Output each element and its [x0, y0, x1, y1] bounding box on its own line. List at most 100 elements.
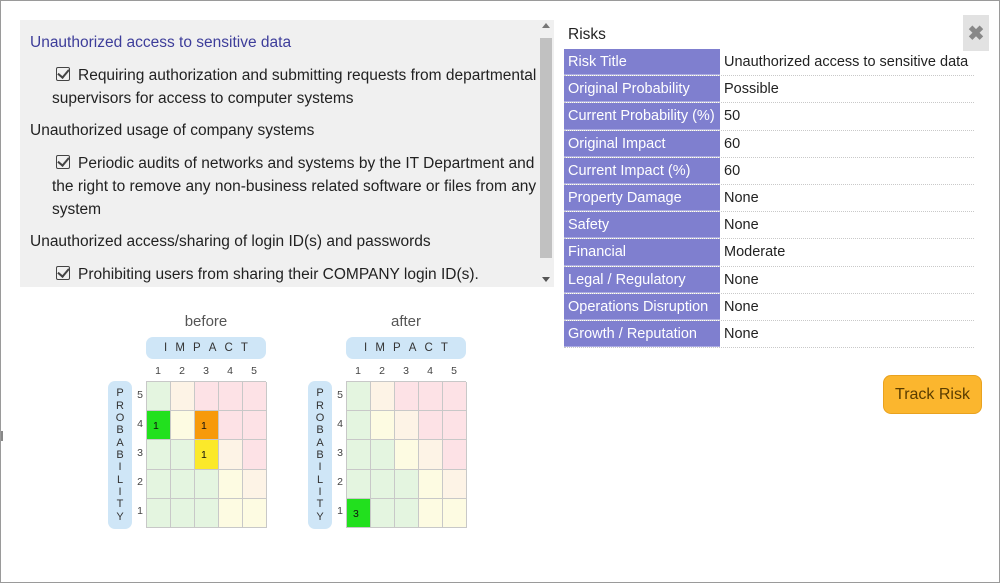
risk-count: 3 [353, 507, 359, 520]
grid-cell[interactable] [147, 382, 171, 412]
grid-cell[interactable] [243, 498, 267, 528]
grid-cell[interactable] [171, 440, 195, 470]
grid-cell[interactable] [171, 469, 195, 499]
detail-value: None [724, 298, 759, 315]
impact-tick: 2 [179, 365, 185, 377]
scroll-down-icon[interactable] [542, 277, 550, 282]
risk-count-cell[interactable]: 1 [195, 440, 219, 470]
probability-scale: 5 4 3 2 1 [334, 381, 346, 526]
grid-cell[interactable] [395, 469, 419, 499]
checkbox-checked-icon[interactable] [56, 266, 70, 280]
grid-cell[interactable] [171, 382, 195, 412]
grid-cell[interactable] [219, 498, 243, 528]
grid-cell[interactable] [243, 411, 267, 441]
grid-cell[interactable] [371, 382, 395, 412]
impact-tick: 1 [155, 365, 161, 377]
grid-cell[interactable] [147, 469, 171, 499]
scroll-up-icon[interactable] [542, 23, 550, 28]
risk-name[interactable]: Unauthorized usage of company systems [30, 122, 315, 139]
mitigation-text: Periodic audits of networks and systems … [52, 155, 537, 218]
grid-cell[interactable] [243, 440, 267, 470]
checkbox-checked-icon[interactable] [56, 155, 70, 169]
grid-cell[interactable] [219, 411, 243, 441]
impact-letter: I [164, 342, 168, 354]
risk-name[interactable]: Unauthorized access to sensitive data [30, 34, 292, 51]
probability-tick: 2 [337, 476, 343, 488]
grid-cell[interactable] [419, 382, 443, 412]
grid-cell[interactable] [419, 469, 443, 499]
probability-letter: Y [316, 510, 324, 523]
grid-cell[interactable] [371, 498, 395, 528]
grid-cell[interactable] [347, 411, 371, 441]
detail-value: 60 [724, 162, 741, 179]
grid-cell[interactable] [371, 411, 395, 441]
detail-label: Original Impact [564, 130, 720, 157]
grid-cell[interactable] [195, 498, 219, 528]
grid-cell[interactable] [419, 411, 443, 441]
probability-letter: I [318, 461, 322, 474]
risk-count-cell[interactable]: 1 [147, 411, 171, 441]
risk-count-cell[interactable]: 3 [347, 498, 371, 528]
grid-cell[interactable] [219, 469, 243, 499]
detail-value: Possible [724, 81, 779, 98]
grid-cell[interactable] [395, 498, 419, 528]
grid-cell[interactable] [347, 440, 371, 470]
grid-cell[interactable] [371, 469, 395, 499]
grid-cell[interactable] [219, 382, 243, 412]
grid-cell[interactable] [171, 498, 195, 528]
grid-cell[interactable] [395, 411, 419, 441]
mitigation-item[interactable]: Requiring authorization and submitting r… [30, 64, 538, 110]
grid-cell[interactable] [443, 498, 467, 528]
matrix-title: after [390, 313, 421, 330]
grid-cell[interactable] [371, 440, 395, 470]
grid-cell[interactable] [147, 498, 171, 528]
detail-value: None [724, 271, 759, 288]
grid-cell[interactable] [195, 469, 219, 499]
risk-mitigation-list[interactable]: Unauthorized access to sensitive data Req… [20, 20, 554, 287]
grid-cell[interactable] [419, 440, 443, 470]
impact-tick: 5 [251, 365, 257, 377]
probability-letter: L [116, 473, 124, 486]
impact-letter: A [208, 342, 217, 354]
grid-cell[interactable] [443, 382, 467, 412]
impact-letter: T [240, 342, 248, 354]
grid-cell[interactable] [395, 440, 419, 470]
grid-cell[interactable] [443, 411, 467, 441]
edge-marker [1, 431, 3, 441]
risk-name[interactable]: Unauthorized access/sharing of login ID(… [30, 233, 431, 250]
grid-cell[interactable] [419, 498, 443, 528]
impact-letter: C [224, 342, 233, 354]
detail-row: Current Impact (%) 60 [564, 157, 974, 185]
impact-tick: 4 [427, 365, 433, 377]
grid-cell[interactable] [243, 469, 267, 499]
close-button[interactable]: ✖ [963, 15, 989, 51]
grid-cell[interactable] [443, 469, 467, 499]
probability-letter: I [118, 461, 122, 474]
grid-cell[interactable] [347, 382, 371, 412]
probability-tick: 2 [137, 476, 143, 488]
checkbox-checked-icon[interactable] [56, 67, 70, 81]
risk-list-scrollbar[interactable] [538, 20, 554, 287]
mitigation-item[interactable]: Periodic audits of networks and systems … [30, 152, 538, 221]
grid-cell[interactable] [171, 411, 195, 441]
impact-letter: T [440, 342, 448, 354]
grid-cell[interactable] [147, 440, 171, 470]
probability-letter: P [316, 387, 324, 400]
track-risk-button[interactable]: Track Risk [883, 375, 982, 414]
grid-cell[interactable] [195, 382, 219, 412]
probability-tick: 5 [337, 389, 343, 401]
probability-letter: B [316, 424, 324, 437]
scroll-thumb[interactable] [540, 38, 552, 258]
detail-value: 60 [724, 135, 741, 152]
probability-tick: 5 [137, 389, 143, 401]
grid-cell[interactable] [219, 440, 243, 470]
grid-cell[interactable] [443, 440, 467, 470]
detail-row: Safety None [564, 212, 974, 240]
grid-cell[interactable] [243, 382, 267, 412]
grid-cell[interactable] [347, 469, 371, 499]
grid-cell[interactable] [395, 382, 419, 412]
probability-letter: O [315, 411, 325, 424]
mitigation-item[interactable]: Prohibiting users from sharing their COM… [30, 263, 538, 286]
risk-count-cell[interactable]: 1 [195, 411, 219, 441]
